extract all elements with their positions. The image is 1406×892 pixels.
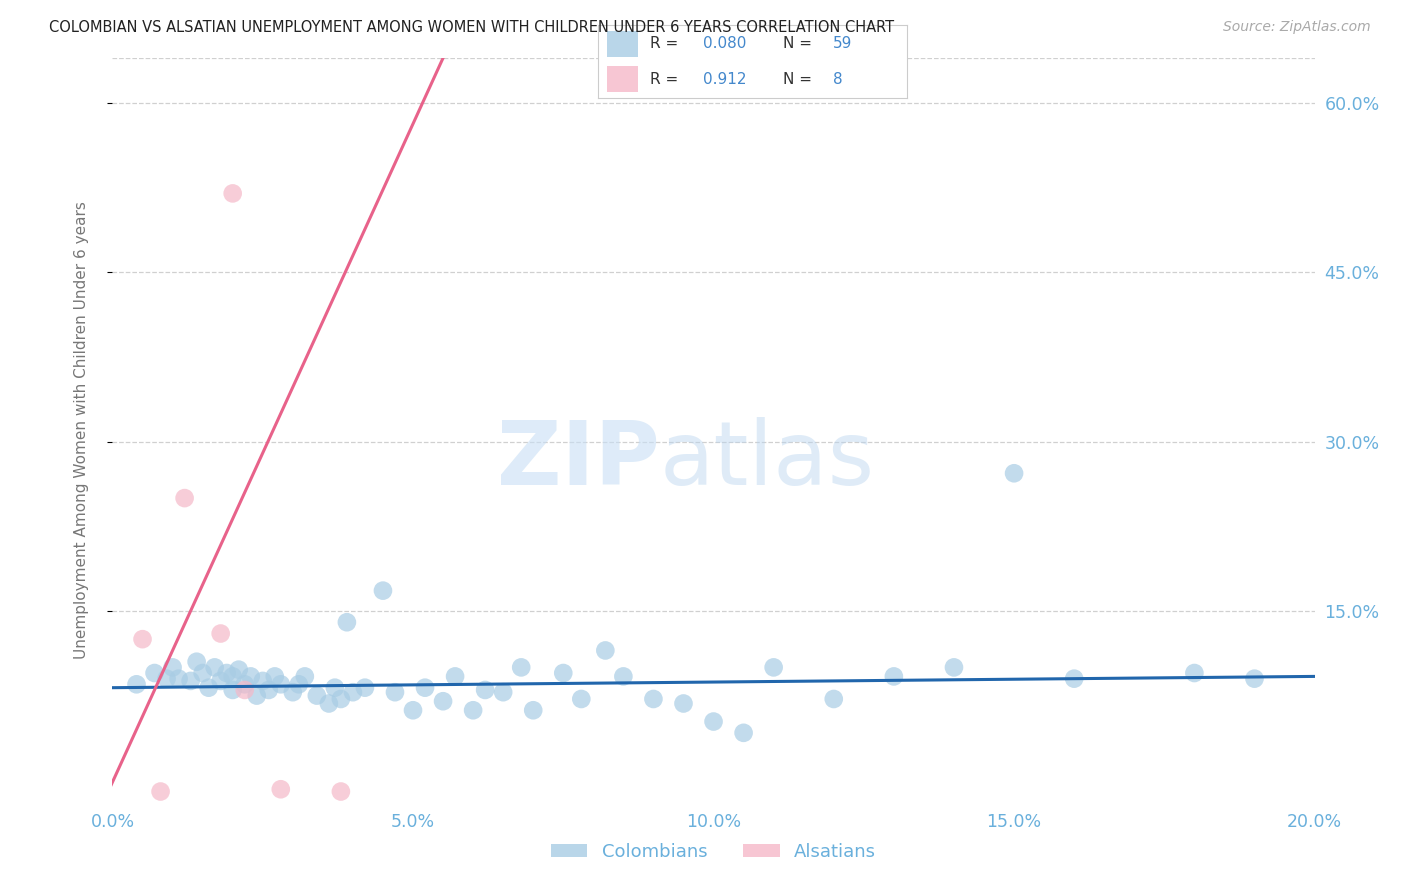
Point bbox=[294, 669, 316, 683]
Point bbox=[1184, 666, 1206, 681]
Text: N =: N = bbox=[783, 37, 813, 51]
Point bbox=[595, 643, 617, 657]
Point bbox=[215, 666, 238, 681]
Point bbox=[329, 784, 352, 798]
Point bbox=[305, 689, 328, 703]
Point bbox=[209, 673, 232, 688]
Point bbox=[233, 677, 256, 691]
Y-axis label: Unemployment Among Women with Children Under 6 years: Unemployment Among Women with Children U… bbox=[75, 202, 89, 659]
Point bbox=[270, 677, 292, 691]
Point bbox=[444, 669, 467, 683]
Point bbox=[222, 186, 245, 201]
Point bbox=[1002, 467, 1025, 481]
Point bbox=[233, 682, 256, 697]
Text: 0.912: 0.912 bbox=[703, 71, 747, 87]
Text: N =: N = bbox=[783, 71, 813, 87]
Point bbox=[553, 666, 575, 681]
Point bbox=[125, 677, 148, 691]
Point bbox=[354, 681, 377, 695]
Point bbox=[228, 663, 250, 677]
Text: 8: 8 bbox=[832, 71, 842, 87]
Point bbox=[173, 491, 195, 505]
Point bbox=[510, 660, 533, 674]
Point bbox=[197, 681, 219, 695]
Point bbox=[413, 681, 436, 695]
Point bbox=[263, 669, 285, 683]
Point bbox=[143, 666, 166, 681]
Point bbox=[762, 660, 785, 674]
Point bbox=[209, 626, 232, 640]
Text: 59: 59 bbox=[832, 37, 852, 51]
Point bbox=[222, 669, 245, 683]
Point bbox=[270, 782, 292, 797]
Point bbox=[643, 692, 665, 706]
Point bbox=[336, 615, 359, 630]
Point bbox=[492, 685, 515, 699]
Point bbox=[239, 669, 262, 683]
Point bbox=[204, 660, 226, 674]
Legend: Colombians, Alsatians: Colombians, Alsatians bbox=[544, 836, 883, 868]
Text: R =: R = bbox=[650, 37, 678, 51]
Point bbox=[612, 669, 634, 683]
Point bbox=[323, 681, 346, 695]
Point bbox=[252, 673, 274, 688]
Point bbox=[222, 682, 245, 697]
Point bbox=[384, 685, 406, 699]
Point bbox=[942, 660, 965, 674]
Text: atlas: atlas bbox=[659, 417, 875, 504]
Point bbox=[402, 703, 425, 717]
Point bbox=[432, 694, 454, 708]
Point bbox=[155, 672, 177, 686]
Point bbox=[883, 669, 905, 683]
Point bbox=[342, 685, 364, 699]
Text: 0.080: 0.080 bbox=[703, 37, 747, 51]
Text: R =: R = bbox=[650, 71, 678, 87]
Text: ZIP: ZIP bbox=[496, 417, 659, 504]
Point bbox=[371, 583, 394, 598]
Point bbox=[672, 697, 695, 711]
Point bbox=[522, 703, 544, 717]
Point bbox=[186, 655, 208, 669]
Point bbox=[191, 666, 214, 681]
Point bbox=[318, 697, 340, 711]
Point bbox=[474, 682, 496, 697]
Point bbox=[257, 682, 280, 697]
Text: Source: ZipAtlas.com: Source: ZipAtlas.com bbox=[1223, 20, 1371, 34]
Point bbox=[329, 692, 352, 706]
Point bbox=[733, 726, 755, 740]
Point bbox=[569, 692, 592, 706]
Point bbox=[1063, 672, 1085, 686]
Point bbox=[167, 672, 190, 686]
Point bbox=[246, 689, 269, 703]
Point bbox=[180, 673, 202, 688]
Point bbox=[823, 692, 845, 706]
Point bbox=[288, 677, 311, 691]
Point bbox=[149, 784, 172, 798]
Point bbox=[131, 632, 153, 647]
Bar bbox=[607, 66, 638, 92]
Bar bbox=[607, 31, 638, 57]
Point bbox=[702, 714, 725, 729]
Point bbox=[281, 685, 304, 699]
Point bbox=[461, 703, 484, 717]
Point bbox=[162, 660, 184, 674]
Point bbox=[1243, 672, 1265, 686]
Text: COLOMBIAN VS ALSATIAN UNEMPLOYMENT AMONG WOMEN WITH CHILDREN UNDER 6 YEARS CORRE: COLOMBIAN VS ALSATIAN UNEMPLOYMENT AMONG… bbox=[49, 20, 894, 35]
